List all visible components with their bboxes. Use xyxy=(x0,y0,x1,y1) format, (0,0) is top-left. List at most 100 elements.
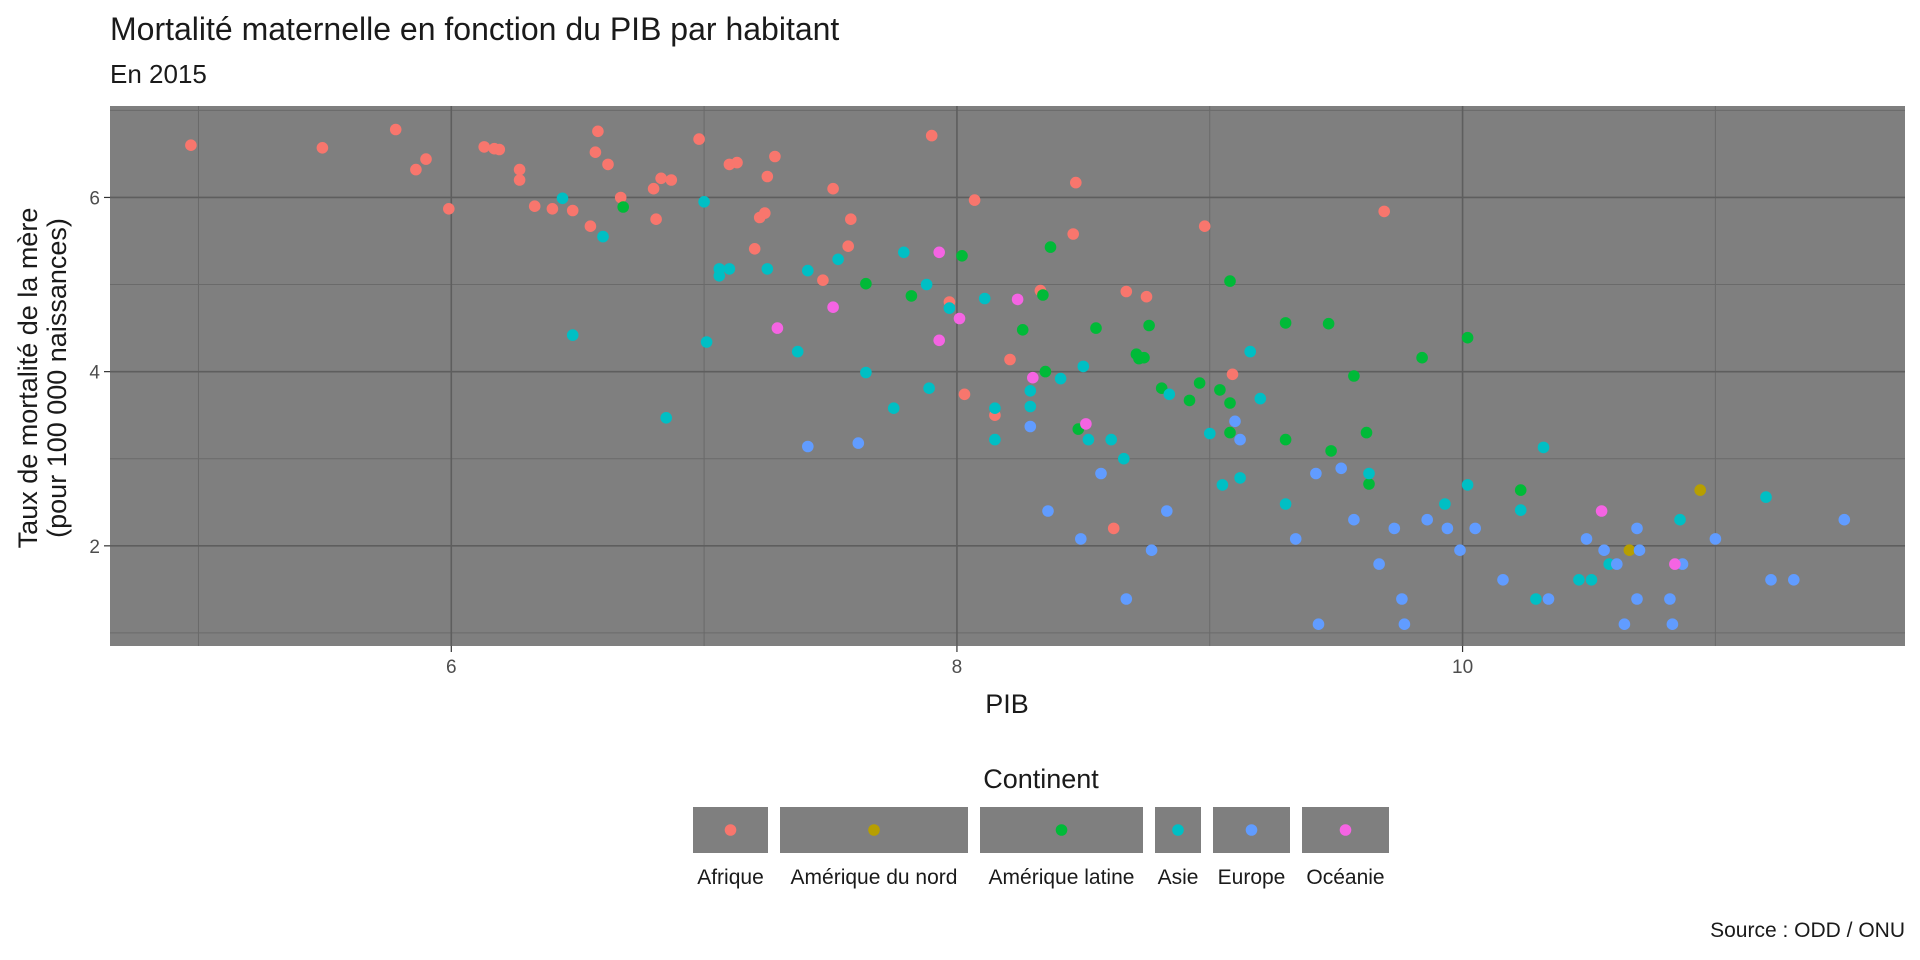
data-point xyxy=(1360,426,1373,439)
data-point xyxy=(1107,522,1120,535)
data-point xyxy=(185,139,197,151)
data-point xyxy=(1027,371,1039,384)
data-point xyxy=(1373,558,1385,570)
data-point xyxy=(1631,593,1643,605)
data-point xyxy=(1198,220,1211,232)
data-point xyxy=(546,203,559,215)
legend-item: Afrique xyxy=(693,807,768,889)
data-point xyxy=(1322,317,1335,330)
data-point xyxy=(759,207,771,219)
data-point xyxy=(1674,513,1686,526)
data-point xyxy=(1788,574,1800,586)
data-point xyxy=(1310,467,1322,480)
data-point xyxy=(1363,478,1375,490)
data-point xyxy=(842,240,854,252)
data-point xyxy=(1838,513,1851,526)
data-point xyxy=(1095,467,1107,480)
data-point xyxy=(389,123,402,136)
data-point xyxy=(1461,331,1474,344)
data-point xyxy=(1580,533,1593,545)
data-point xyxy=(700,336,713,348)
data-point xyxy=(1039,365,1052,378)
data-point xyxy=(731,156,743,169)
data-point xyxy=(693,133,705,145)
data-point xyxy=(1214,384,1226,396)
data-point xyxy=(1037,289,1049,301)
data-point xyxy=(978,292,991,305)
legend-label: Afrique xyxy=(697,866,764,889)
data-point xyxy=(887,402,900,415)
data-point xyxy=(1469,522,1481,535)
data-point xyxy=(1042,505,1054,517)
data-point xyxy=(791,345,804,358)
data-point xyxy=(1664,593,1676,605)
data-point xyxy=(665,174,678,186)
data-point xyxy=(1082,433,1095,446)
data-point xyxy=(1024,400,1037,413)
data-point xyxy=(860,366,872,379)
data-point xyxy=(1024,385,1037,397)
data-point xyxy=(956,250,968,262)
data-point xyxy=(860,277,872,290)
data-point xyxy=(1120,593,1133,605)
chart-title: Mortalité maternelle en fonction du PIB … xyxy=(110,11,839,47)
data-point xyxy=(1348,513,1360,526)
data-point xyxy=(1335,462,1347,475)
data-point xyxy=(958,388,971,401)
data-point xyxy=(1067,228,1079,240)
data-point xyxy=(1611,558,1623,570)
data-point xyxy=(1618,618,1631,630)
data-point xyxy=(1760,491,1772,503)
legend-label: Océanie xyxy=(1306,866,1384,889)
data-point xyxy=(1224,426,1236,439)
data-point xyxy=(1120,285,1133,298)
data-points xyxy=(185,123,1851,630)
data-point xyxy=(852,437,865,449)
plot-panel xyxy=(110,106,1905,646)
data-point xyxy=(1224,275,1236,287)
data-point xyxy=(647,182,660,195)
data-point xyxy=(989,433,1001,446)
data-point xyxy=(1163,388,1176,401)
data-point xyxy=(1183,394,1196,407)
data-point xyxy=(1279,317,1292,329)
legend-item: Amérique du nord xyxy=(780,807,968,889)
legend-item: Asie xyxy=(1155,807,1201,889)
data-point xyxy=(1388,522,1401,535)
data-point xyxy=(925,129,938,142)
x-axis: 6 8 10 xyxy=(446,646,1473,678)
data-point xyxy=(1234,433,1246,446)
data-point xyxy=(1497,574,1509,586)
legend-swatch xyxy=(1339,824,1352,836)
data-point xyxy=(1105,433,1117,446)
data-point xyxy=(614,191,627,204)
data-point xyxy=(713,263,726,275)
data-point xyxy=(1279,498,1292,510)
data-point xyxy=(1234,472,1246,484)
legend-label: Europe xyxy=(1218,866,1286,889)
data-point xyxy=(1011,293,1024,306)
data-point xyxy=(723,263,736,275)
data-point xyxy=(1623,544,1636,556)
data-point xyxy=(933,334,945,347)
data-point xyxy=(660,412,672,424)
data-point xyxy=(1140,290,1153,303)
chart-subtitle: En 2015 xyxy=(110,59,207,89)
data-point xyxy=(1514,504,1527,516)
data-point xyxy=(617,201,629,213)
legend-item: Europe xyxy=(1213,807,1290,889)
data-point xyxy=(1709,533,1722,545)
data-point xyxy=(1193,377,1206,389)
data-point xyxy=(1204,427,1216,440)
data-point xyxy=(968,194,981,206)
legend-label: Asie xyxy=(1158,866,1199,889)
data-point xyxy=(655,172,667,185)
data-point xyxy=(1363,467,1375,480)
data-point xyxy=(920,278,933,291)
legend: Afrique Amérique du nord Amérique latine As… xyxy=(693,807,1389,889)
legend-swatch xyxy=(1172,824,1184,836)
legend-swatch xyxy=(1245,824,1258,836)
data-point xyxy=(1229,415,1241,428)
data-point xyxy=(1378,205,1390,218)
